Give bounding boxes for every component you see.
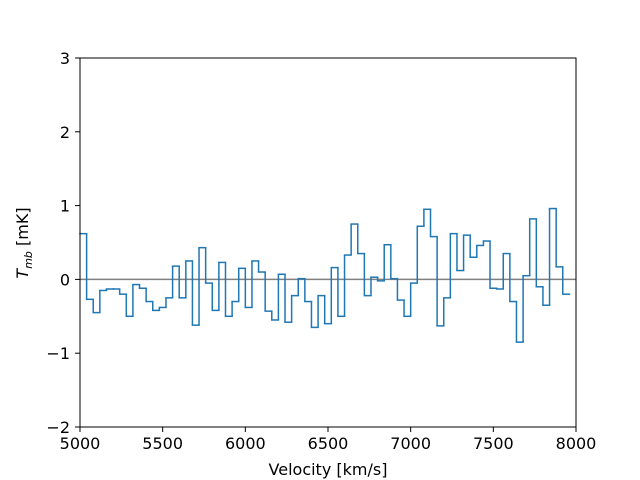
- y-tick-label: 0: [60, 270, 70, 289]
- y-tick-label: 2: [60, 123, 70, 142]
- x-tick-label: 8000: [556, 434, 597, 453]
- y-label-unit: [mK]: [13, 207, 32, 246]
- x-tick-label: 7500: [473, 434, 514, 453]
- y-axis-label: Tmb [mK]: [13, 207, 35, 278]
- x-tick-label: 6000: [225, 434, 266, 453]
- y-label-subscript: mb: [22, 251, 35, 269]
- y-tick-label: −2: [46, 418, 70, 437]
- x-tick-label: 5000: [60, 434, 101, 453]
- x-tick-label: 7000: [390, 434, 431, 453]
- y-tick-label: −1: [46, 344, 70, 363]
- y-tick-label: 3: [60, 49, 70, 68]
- x-tick-label: 5500: [142, 434, 183, 453]
- y-tick-label: 1: [60, 197, 70, 216]
- plot-frame: [79, 57, 577, 428]
- x-axis-label: Velocity [km/s]: [269, 460, 388, 479]
- x-tick-label: 6500: [308, 434, 349, 453]
- y-label-symbol: T: [13, 268, 32, 279]
